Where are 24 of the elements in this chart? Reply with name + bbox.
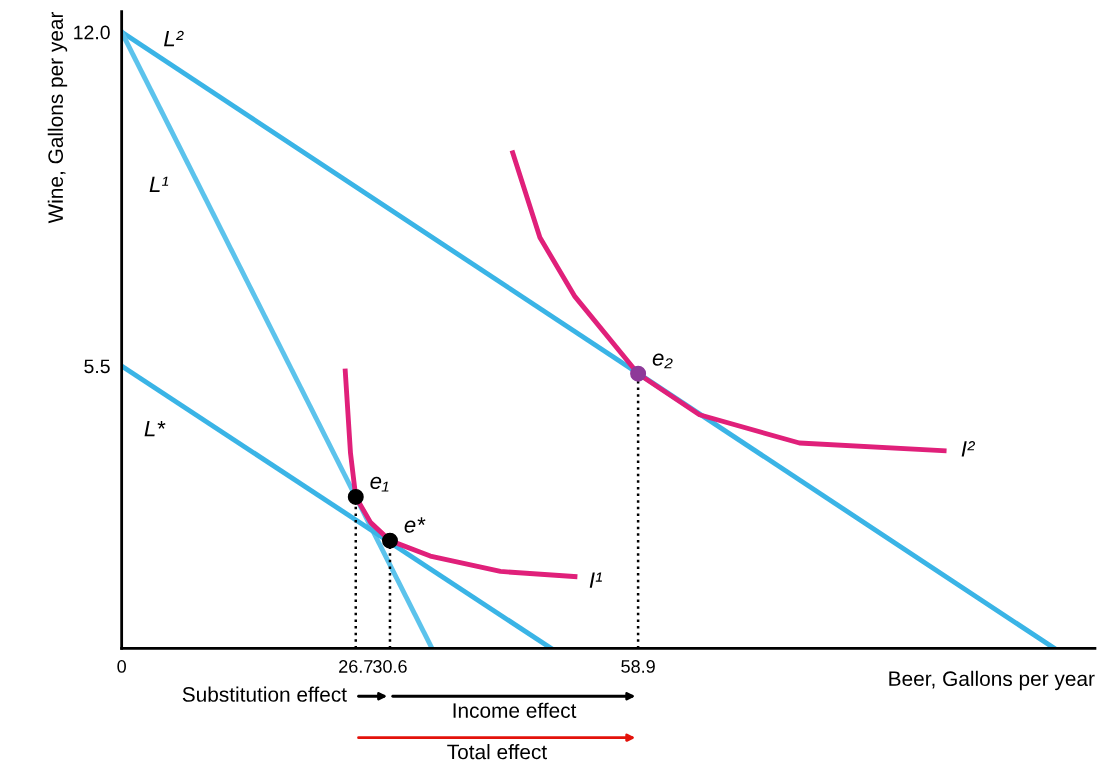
line-series xyxy=(342,368,578,579)
x-tick-label: 0 xyxy=(117,660,126,673)
y-axis-title: Wine, Gallons per year xyxy=(47,11,68,224)
series-label: e* xyxy=(404,517,426,533)
text: Substitution effect xyxy=(182,686,347,702)
series-label: L² xyxy=(164,30,184,47)
series-label: e₁ xyxy=(370,476,389,492)
x-tick-label: 30.6 xyxy=(373,660,407,673)
series-label: L¹ xyxy=(149,176,169,192)
series-label: L* xyxy=(144,420,166,437)
line-series xyxy=(510,150,947,454)
point xyxy=(347,488,364,505)
x-tick-label: 58.9 xyxy=(621,660,655,673)
series-label: I² xyxy=(961,441,976,457)
series-label: e₂ xyxy=(652,353,673,369)
x-axis-title: Beer, Gallons per year xyxy=(889,670,1095,691)
x-tick-label: 26.7 xyxy=(339,660,373,673)
point xyxy=(381,532,398,549)
series-label: I¹ xyxy=(589,572,602,588)
y-tick-label: 12.0 xyxy=(74,25,110,40)
text: Total effect xyxy=(447,744,547,760)
point xyxy=(630,365,647,382)
y-tick-label: 5.5 xyxy=(84,359,110,374)
text: Income effect xyxy=(453,702,577,718)
